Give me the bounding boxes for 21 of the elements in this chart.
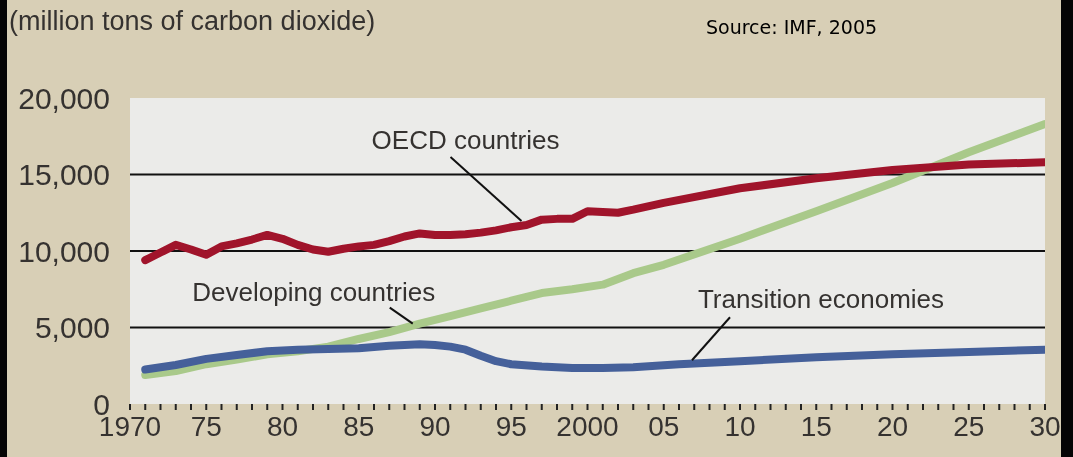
x-tick-label: 05 (648, 410, 680, 442)
x-tick-label: 80 (266, 410, 299, 442)
y-tick-label: 5,000 (34, 311, 110, 345)
y-tick-label: 20,000 (18, 81, 110, 115)
text: OECD countries (371, 124, 560, 155)
x-tick-label: 2000 (556, 410, 619, 442)
x-tick-label: 10 (724, 410, 756, 442)
x-tick-label: 95 (495, 410, 527, 442)
x-tick-label: 30 (1029, 410, 1061, 442)
source-note: Source: IMF, 2005 (706, 16, 878, 38)
x-tick-label: 85 (343, 410, 375, 442)
x-tick-label: 25 (953, 410, 985, 442)
series-label: Developing countries (192, 276, 436, 307)
y-axis-title: (million tons of carbon dioxide) (9, 6, 376, 37)
y-tick-label: 15,000 (18, 158, 110, 192)
y-tick-label: 10,000 (18, 234, 110, 268)
x-tick-label: 90 (419, 410, 451, 442)
x-tick-label: 15 (800, 410, 832, 442)
x-tick-label: 75 (190, 410, 222, 442)
x-tick-label: 20 (876, 410, 909, 442)
series-label: Transition economies (697, 284, 945, 315)
